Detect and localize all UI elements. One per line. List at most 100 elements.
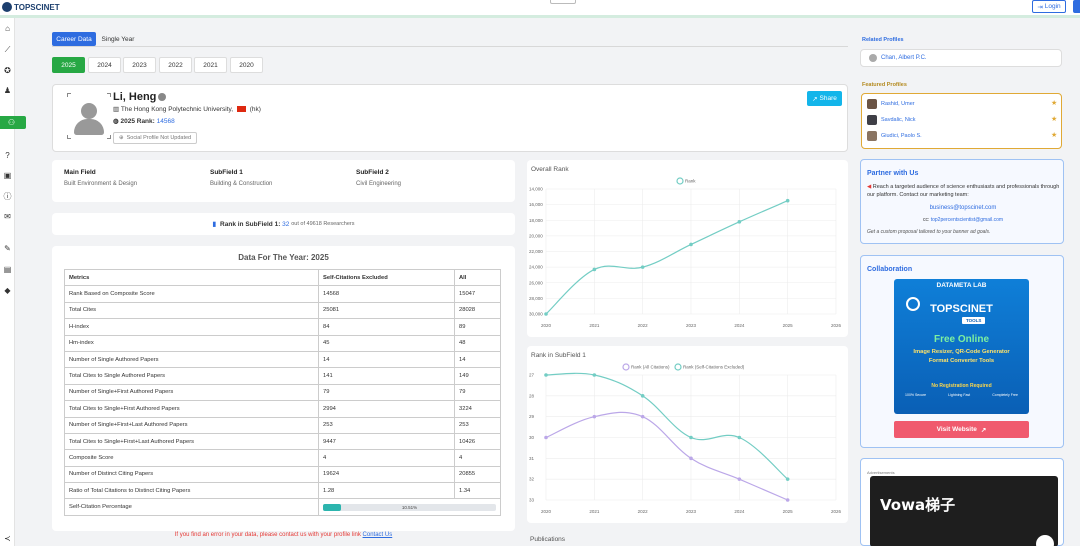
- menu-toggle-button[interactable]: [550, 0, 576, 4]
- banner-brand: TOPSCINET: [930, 303, 993, 315]
- info-icon[interactable]: ⓘ: [3, 192, 12, 201]
- series-line: [545, 200, 788, 315]
- banner-lab: DATAMETA LAB: [936, 282, 987, 289]
- y-tick-label: 24,000: [529, 265, 543, 270]
- y-tick-label: 22,000: [529, 249, 543, 254]
- table-row: Rank Based on Composite Score 14568 15047: [64, 285, 501, 303]
- data-point: [785, 498, 790, 502]
- briefcase-icon[interactable]: ▤: [3, 265, 12, 274]
- profile-photo: [867, 131, 877, 141]
- share-arrow-icon: ↗: [812, 95, 818, 103]
- table-cell: 4: [454, 449, 501, 467]
- y-tick-label: 27: [529, 373, 535, 378]
- partner-cc-email[interactable]: top2percentscientist@gmail.com: [930, 217, 1004, 223]
- related-profiles-title: Related Profiles: [862, 37, 904, 43]
- ad-text: Vowa梯子: [880, 496, 956, 514]
- subfield-rank-chart: 27 28 29 30 31 32 33 2020 2021 2022 2023 2024 2025 20…: [529, 363, 842, 514]
- banner-feature: 100% Secure: [905, 393, 927, 397]
- share-button[interactable]: ↗ Share: [807, 91, 842, 106]
- related-profile-name: Chan, Albert P.C.: [881, 55, 927, 61]
- data-point: [737, 220, 742, 224]
- series-line: [545, 372, 789, 480]
- tab-career-data[interactable]: Career Data: [52, 32, 96, 46]
- table-cell: 79: [454, 383, 501, 402]
- table-cell: 1.34: [454, 482, 501, 500]
- year-button-2023[interactable]: 2023: [123, 57, 156, 73]
- profile-rank-label: 2025 Rank:: [120, 118, 155, 125]
- table-cell: Total Cites: [64, 301, 319, 320]
- table-cell: 149: [454, 367, 501, 385]
- data-table-card: Data For The Year: 2025 Metrics Self-Cit…: [52, 246, 515, 531]
- table-cell: Self-Citation Percentage: [64, 498, 319, 516]
- contact-us-link[interactable]: Contact Us: [362, 532, 393, 538]
- subfield1-heading: SubField 1: [210, 169, 243, 176]
- featured-profiles-card: Rashid, Umer ★ Savdalic, Nick ★ Giudici,…: [861, 93, 1062, 149]
- data-point: [785, 198, 790, 203]
- question-icon[interactable]: ?: [5, 151, 10, 160]
- banner-subtitle: Image Resizer, QR-Code Generator Format …: [894, 348, 1029, 366]
- legend-label: Rank: [685, 179, 696, 184]
- mail-icon[interactable]: ✉: [4, 212, 11, 221]
- year-button-2022[interactable]: 2022: [159, 57, 192, 73]
- star-icon: ★: [1051, 100, 1058, 107]
- wrench-icon[interactable]: ✎: [4, 244, 11, 253]
- profile-avatar-icon: [869, 54, 877, 62]
- share-icon[interactable]: ≺: [4, 534, 11, 543]
- table-row: Total Cites to Single+First Authored Pap…: [64, 400, 501, 418]
- self-citation-progress-fill: [323, 503, 342, 511]
- featured-profile-name: Giudici, Paolo S.: [881, 133, 922, 139]
- table-cell: 10426: [454, 432, 501, 451]
- related-profile-item[interactable]: Chan, Albert P.C.: [869, 54, 927, 62]
- profile-institution-row: ▥ The Hong Kong Polytechnic University, …: [113, 105, 261, 113]
- table-cell: Number of Single+First+Last Authored Pap…: [64, 416, 319, 434]
- table-cell: 45: [318, 334, 455, 352]
- tools-banner[interactable]: DATAMETA LAB TOPSCINET TOOLS Free Online…: [894, 279, 1029, 414]
- data-point: [544, 373, 548, 377]
- table-cell: 84: [318, 318, 455, 336]
- register-button[interactable]: [1073, 0, 1080, 13]
- tab-single-year[interactable]: Single Year: [101, 35, 135, 43]
- x-tick-label: 2023: [686, 509, 697, 514]
- data-table-title: Data For The Year: 2025: [238, 253, 329, 262]
- subfield-rank-chart-title: Rank in SubField 1: [531, 352, 586, 359]
- featured-profiles-title: Featured Profiles: [862, 82, 907, 88]
- subfield-rank-card: ▮ Rank in SubField 1: 32 out of 49618 Re…: [52, 213, 515, 235]
- y-tick-label: 16,000: [529, 202, 543, 207]
- chart-icon[interactable]: ⟋: [4, 45, 11, 54]
- x-tick-label: 2021: [589, 509, 600, 514]
- year-button-2020[interactable]: 2020: [230, 57, 263, 73]
- site-logo[interactable]: TOPSCINET: [2, 2, 60, 12]
- user-check-icon[interactable]: ♟: [3, 86, 12, 95]
- featured-profile-item[interactable]: Giudici, Paolo S.: [867, 131, 922, 141]
- overall-rank-chart-card: Overall Rank 14,000 16,000 18,000 20,000 22,…: [527, 160, 848, 337]
- table-cell: Hm-index: [64, 334, 319, 352]
- social-profile-badge[interactable]: ⊕ Social Profile Not Updated: [113, 132, 198, 144]
- overall-rank-chart: 14,000 16,000 18,000 20,000 22,000 24,000 26,0…: [529, 177, 842, 328]
- ad-image[interactable]: Vowa梯子: [870, 476, 1058, 546]
- subfield2-value: Civil Engineering: [356, 181, 402, 187]
- sidebar-item-active[interactable]: ⚇: [0, 116, 26, 129]
- table-cell: 4: [318, 449, 455, 467]
- featured-profile-item[interactable]: Savdalic, Nick: [867, 115, 916, 125]
- data-point: [640, 414, 645, 419]
- tags-icon[interactable]: ◆: [4, 286, 11, 295]
- partner-cc-row: cc: top2percentscientist@gmail.com: [861, 217, 1065, 223]
- collaboration-title: Collaboration: [867, 266, 913, 273]
- year-button-2021[interactable]: 2021: [194, 57, 227, 73]
- featured-profile-item[interactable]: Rashid, Umer: [867, 99, 915, 109]
- partner-title: Partner with Us: [867, 170, 919, 177]
- advertisement-card: Advertisements Vowa梯子: [860, 458, 1064, 546]
- data-point: [689, 242, 693, 247]
- table-cell: 253: [454, 416, 501, 434]
- login-button[interactable]: ⇥ Login: [1032, 0, 1066, 13]
- x-tick-label: 2025: [783, 323, 794, 328]
- year-button-2024[interactable]: 2024: [88, 57, 121, 73]
- home-icon[interactable]: ⌂: [5, 24, 10, 33]
- image-icon[interactable]: ▣: [3, 171, 12, 180]
- metrics-table: Metrics Self-Citations Excluded All Rank…: [64, 268, 501, 516]
- tabs-divider: [52, 46, 848, 47]
- partner-email[interactable]: business@topscinet.com: [929, 205, 997, 211]
- award-icon[interactable]: ✪: [4, 66, 11, 75]
- visit-website-button[interactable]: Visit Website ↗: [894, 421, 1029, 438]
- year-button-2025[interactable]: 2025: [52, 57, 85, 73]
